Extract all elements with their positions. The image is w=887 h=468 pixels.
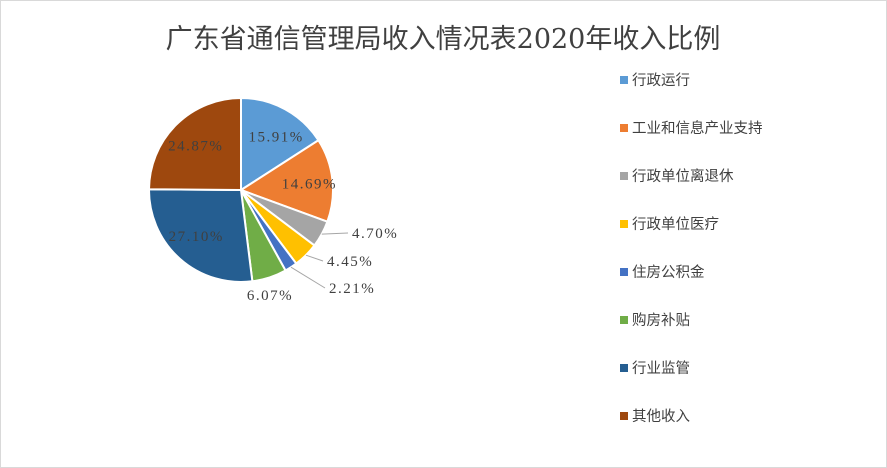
- data-label-5: 2.21%: [329, 281, 375, 297]
- legend-swatch-1: [620, 76, 628, 84]
- data-labels: 15.91% 14.69% 4.70% 4.45% 2.21% 6.07% 27.10% 24…: [168, 130, 398, 304]
- data-label-7: 27.10%: [169, 229, 224, 245]
- leader-line-5: [290, 266, 326, 289]
- pie-slice-8: [147, 96, 242, 192]
- leader-lines: [290, 232, 349, 289]
- data-label-4: 4.45%: [327, 254, 373, 270]
- data-label-2: 14.69%: [282, 176, 337, 192]
- legend-label-2: 工业和信息产业支持: [632, 120, 763, 137]
- pie-slice-2: [238, 138, 334, 223]
- data-label-6: 6.07%: [247, 288, 293, 304]
- legend-label-8: 其他收入: [632, 408, 690, 425]
- legend-swatch-4: [620, 220, 628, 228]
- legend-swatch-6: [620, 316, 628, 324]
- leader-line-3: [321, 232, 349, 235]
- pie-slice-7: [147, 188, 254, 283]
- legend-swatch-5: [620, 268, 628, 276]
- legend-swatch-8: [620, 412, 628, 420]
- data-label-1: 15.91%: [248, 130, 303, 146]
- pie-slices: [147, 96, 334, 283]
- data-label-8: 24.87%: [168, 139, 223, 155]
- legend-label-1: 行政运行: [632, 72, 690, 89]
- legend-swatch-2: [620, 124, 628, 132]
- legend-label-7: 行业监管: [632, 360, 690, 377]
- chart-title: 广东省通信管理局收入情况表2020年收入比例: [166, 24, 721, 55]
- legend-label-5: 住房公积金: [632, 264, 705, 281]
- legend-label-6: 购房补贴: [632, 312, 690, 329]
- data-label-3: 4.70%: [352, 226, 398, 242]
- legend-label-3: 行政单位离退休: [632, 168, 734, 185]
- leader-line-4: [305, 254, 324, 262]
- pie-slice-1: [240, 96, 320, 192]
- legend-swatch-7: [620, 364, 628, 372]
- legend-swatch-3: [620, 172, 628, 180]
- legend-label-4: 行政单位医疗: [632, 216, 719, 233]
- legend: 行政运行工业和信息产业支持行政单位离退休行政单位医疗住房公积金购房补贴行业监管其…: [620, 72, 763, 425]
